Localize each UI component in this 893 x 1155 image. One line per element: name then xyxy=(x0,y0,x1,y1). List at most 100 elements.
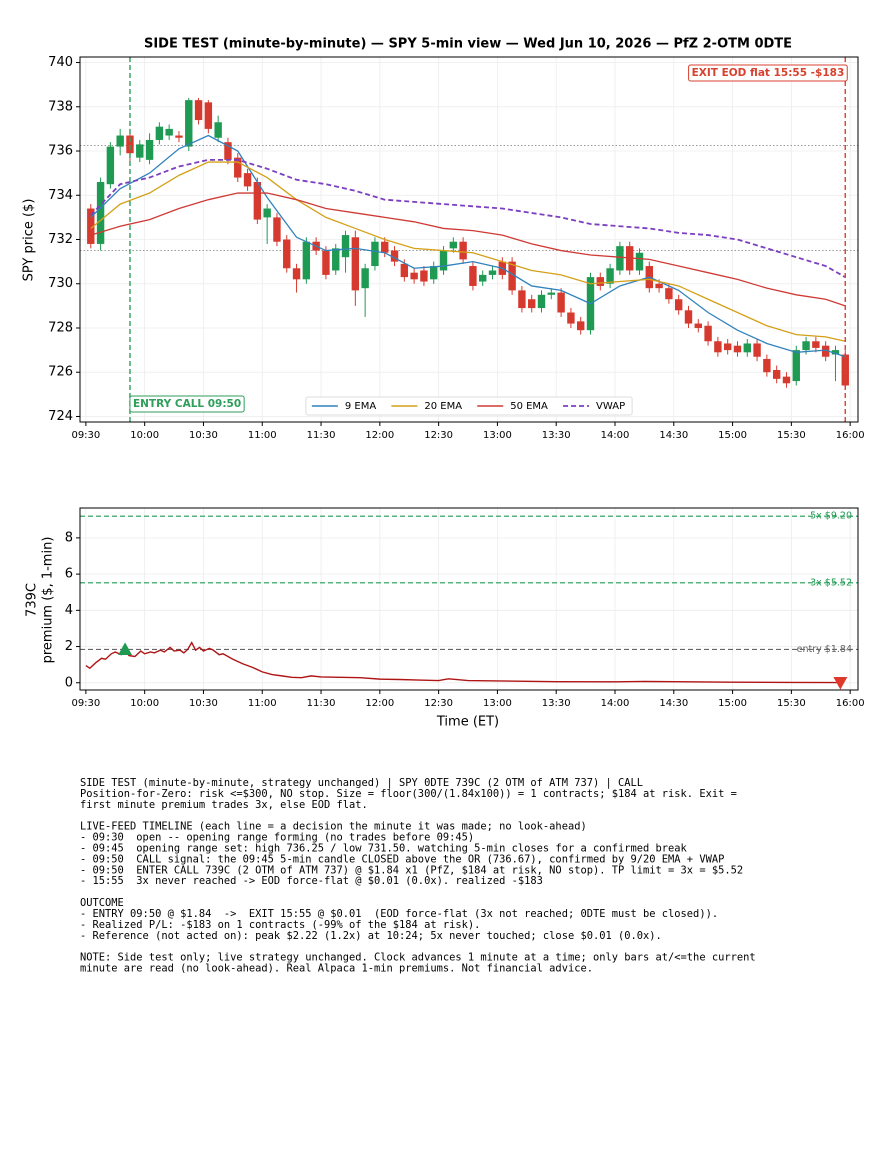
candle-body xyxy=(341,235,350,258)
x-tick-label: 10:00 xyxy=(130,698,159,709)
x-tick-label: 11:30 xyxy=(307,698,336,709)
candle-body xyxy=(224,142,232,160)
candle-body xyxy=(390,250,399,262)
candle-body xyxy=(155,126,164,140)
x-tick-label: 14:30 xyxy=(659,430,688,441)
candle-body xyxy=(812,341,820,348)
candle-body xyxy=(106,146,115,185)
x-tick-label: 14:00 xyxy=(601,430,630,441)
x-tick-label: 13:00 xyxy=(483,698,512,709)
candle-body xyxy=(175,135,183,138)
note-line: first minute premium trades 3x, else EOD… xyxy=(80,799,368,811)
plot-area xyxy=(80,515,858,684)
candle-body xyxy=(302,241,311,280)
candle-body xyxy=(518,290,526,309)
legend-box xyxy=(305,396,633,416)
candle-body xyxy=(684,310,693,324)
candle-body xyxy=(782,376,791,384)
event-label-box xyxy=(688,64,848,82)
candle-body xyxy=(596,277,604,286)
note-line: - 09:30 open -- opening range forming (n… xyxy=(80,832,474,844)
candle-body xyxy=(136,144,144,158)
candle-body xyxy=(292,268,301,280)
candle-body xyxy=(743,343,751,353)
legend-label: VWAP xyxy=(596,401,625,412)
indicator-line xyxy=(90,158,846,278)
note-line: - Realized P/L: -$183 on 1 contracts (-9… xyxy=(80,919,480,931)
x-tick-label: 15:00 xyxy=(718,430,747,441)
y-tick-label: 4 xyxy=(65,603,73,618)
candle-body xyxy=(772,370,781,379)
x-tick-label: 11:00 xyxy=(248,698,277,709)
candle-body xyxy=(322,250,330,275)
x-tick-label: 13:30 xyxy=(542,430,571,441)
candle-body xyxy=(400,263,409,278)
y-tick-label: 8 xyxy=(65,530,73,545)
note-line: OUTCOME xyxy=(80,897,124,909)
candle-body xyxy=(459,241,467,260)
candle-body xyxy=(577,321,585,331)
candle-body xyxy=(361,268,369,289)
candle-body xyxy=(655,283,663,289)
x-axis-label: Time (ET) xyxy=(436,715,499,730)
note-line: - 15:55 3x never reached -> EOD force-fl… xyxy=(80,875,543,887)
y-tick-label: 738 xyxy=(48,99,73,114)
indicator-line xyxy=(90,192,846,307)
candle-body xyxy=(723,343,732,351)
y-tick-label: 0 xyxy=(65,675,73,690)
candle-body xyxy=(547,292,556,295)
candle-body xyxy=(479,274,487,282)
x-tick-label: 15:00 xyxy=(718,698,747,709)
note-line: - ENTRY 09:50 @ $1.84 -> EXIT 15:55 @ $0… xyxy=(80,908,718,920)
x-tick-label: 09:30 xyxy=(71,430,100,441)
x-tick-label: 12:00 xyxy=(365,698,394,709)
legend-label: 50 EMA xyxy=(510,401,548,412)
plot-area xyxy=(80,57,858,422)
x-tick-label: 16:00 xyxy=(836,698,865,709)
x-tick-label: 14:30 xyxy=(659,698,688,709)
candle-body xyxy=(753,343,761,357)
y-axis-label: premium ($, 1-min) xyxy=(41,537,56,664)
x-tick-label: 11:30 xyxy=(307,430,336,441)
y-tick-label: 2 xyxy=(65,639,73,654)
x-tick-label: 10:30 xyxy=(189,698,218,709)
note-line: - 09:45 opening range set: high 736.25 /… xyxy=(80,843,688,855)
note-line: NOTE: Side test only; live strategy unch… xyxy=(80,952,756,964)
candle-body xyxy=(194,100,203,121)
candle-body xyxy=(792,350,800,382)
candle-body xyxy=(508,261,516,291)
y-tick-label: 734 xyxy=(48,188,73,203)
x-tick-label: 15:30 xyxy=(777,430,806,441)
x-tick-label: 15:30 xyxy=(777,698,806,709)
y-tick-label: 6 xyxy=(65,567,73,582)
candle-body xyxy=(665,288,673,300)
x-tick-label: 12:30 xyxy=(424,430,453,441)
indicator-line xyxy=(90,161,846,342)
candle-body xyxy=(606,268,614,284)
candle-body xyxy=(763,358,771,373)
y-tick-label: 732 xyxy=(48,232,73,247)
candle-body xyxy=(351,237,360,291)
candle-body xyxy=(126,135,134,154)
candle-body xyxy=(714,341,722,353)
x-tick-label: 13:00 xyxy=(483,430,512,441)
level-label: entry $1.84 xyxy=(797,644,852,655)
y-tick-label: 740 xyxy=(48,55,73,70)
candle-body xyxy=(449,241,458,249)
x-tick-label: 11:00 xyxy=(248,430,277,441)
candle-body xyxy=(430,266,438,280)
chart-title: SIDE TEST (minute-by-minute) — SPY 5-min… xyxy=(144,37,792,52)
x-tick-label: 09:30 xyxy=(71,698,100,709)
note-line: - 09:50 CALL signal: the 09:45 5-min can… xyxy=(80,853,724,865)
note-line: Position-for-Zero: risk <=$300, NO stop.… xyxy=(80,788,737,800)
note-line: SIDE TEST (minute-by-minute, strategy un… xyxy=(80,777,643,789)
candle-body xyxy=(674,299,683,311)
candle-body xyxy=(420,270,428,282)
candle-body xyxy=(694,323,702,328)
x-tick-label: 12:30 xyxy=(424,698,453,709)
axes-frame xyxy=(79,507,859,691)
x-tick-label: 10:30 xyxy=(189,430,218,441)
event-label: ENTRY CALL 09:50 xyxy=(133,398,241,410)
x-tick-label: 13:30 xyxy=(542,698,571,709)
